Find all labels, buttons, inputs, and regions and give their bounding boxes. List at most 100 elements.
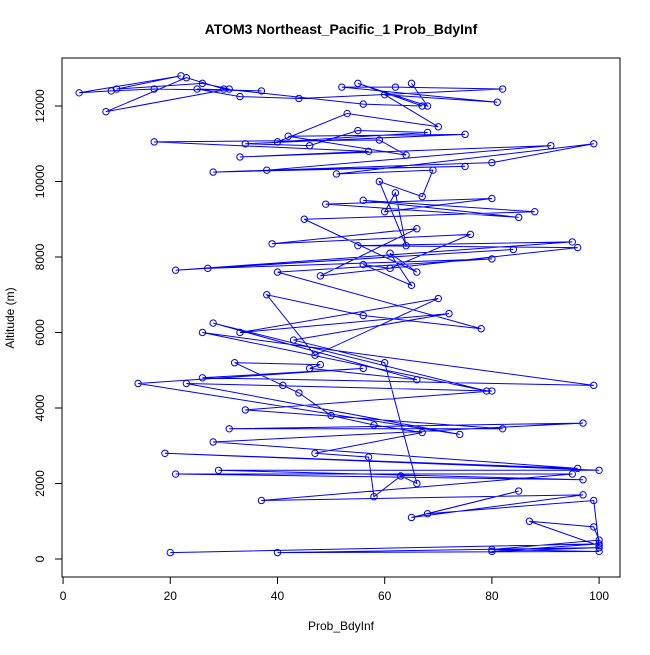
data-point bbox=[375, 136, 384, 144]
data-point bbox=[273, 138, 282, 146]
data-point bbox=[354, 241, 362, 250]
data-point bbox=[488, 158, 496, 167]
data-point bbox=[498, 425, 507, 433]
data-point bbox=[230, 359, 239, 367]
data-point bbox=[236, 153, 244, 161]
data-point bbox=[413, 224, 421, 233]
data-point bbox=[407, 513, 416, 522]
data-point bbox=[445, 309, 453, 318]
data-point bbox=[595, 466, 603, 474]
data-point bbox=[568, 238, 576, 246]
data-point bbox=[418, 102, 426, 110]
x-tick-label: 100 bbox=[589, 589, 609, 603]
x-tick-label: 80 bbox=[485, 589, 499, 603]
data-point bbox=[590, 381, 598, 390]
data-point bbox=[300, 215, 308, 223]
data-point bbox=[236, 328, 244, 337]
data-point bbox=[514, 487, 523, 495]
data-point bbox=[461, 130, 469, 139]
data-point bbox=[498, 85, 507, 93]
data-point bbox=[434, 123, 442, 131]
data-point bbox=[413, 375, 421, 384]
data-point bbox=[150, 85, 158, 93]
x-tick-label: 0 bbox=[60, 589, 67, 603]
data-point bbox=[370, 421, 378, 429]
data-point bbox=[209, 438, 217, 446]
data-point bbox=[171, 470, 180, 478]
data-point bbox=[391, 83, 400, 91]
data-point bbox=[332, 170, 341, 178]
y-tick-label: 2000 bbox=[33, 470, 47, 497]
data-point bbox=[391, 189, 400, 197]
data-line bbox=[79, 75, 600, 554]
data-point bbox=[531, 208, 539, 216]
data-point bbox=[75, 89, 83, 97]
y-tick-label: 8000 bbox=[33, 243, 47, 270]
data-point bbox=[204, 264, 212, 273]
data-point bbox=[311, 449, 319, 457]
data-point bbox=[477, 325, 485, 333]
data-point bbox=[579, 419, 587, 427]
data-point bbox=[418, 428, 426, 437]
data-point bbox=[407, 281, 416, 290]
data-point bbox=[402, 241, 410, 250]
data-point bbox=[359, 311, 367, 320]
data-point bbox=[225, 425, 233, 433]
data-point bbox=[590, 140, 598, 148]
x-tick-label: 20 bbox=[164, 589, 178, 603]
data-point bbox=[579, 491, 587, 499]
data-point bbox=[198, 79, 207, 88]
data-point bbox=[134, 379, 142, 388]
chart-title: ATOM3 Northeast_Pacific_1 Prob_BdyInf bbox=[205, 21, 478, 37]
data-point bbox=[493, 98, 501, 106]
data-point bbox=[354, 79, 362, 88]
data-point bbox=[182, 74, 191, 82]
data-point bbox=[423, 128, 432, 137]
data-point bbox=[295, 389, 303, 397]
data-point bbox=[316, 272, 325, 280]
data-point bbox=[241, 406, 250, 414]
x-tick-label: 40 bbox=[271, 589, 285, 603]
data-point bbox=[209, 168, 217, 176]
y-tick-label: 6000 bbox=[33, 319, 47, 346]
data-point bbox=[413, 268, 421, 276]
data-point bbox=[590, 523, 598, 531]
data-point bbox=[547, 141, 555, 150]
data-point bbox=[488, 194, 496, 203]
data-point bbox=[423, 102, 432, 110]
data-point bbox=[268, 240, 276, 248]
data-point bbox=[402, 151, 410, 159]
data-point bbox=[198, 328, 207, 337]
data-point bbox=[525, 517, 534, 525]
data-point bbox=[327, 411, 335, 420]
data-point bbox=[364, 147, 373, 156]
y-tick-label: 10000 bbox=[33, 165, 47, 199]
y-tick-label: 12000 bbox=[33, 89, 47, 123]
data-point bbox=[198, 374, 207, 382]
data-point bbox=[322, 200, 330, 208]
data-point bbox=[150, 138, 158, 146]
y-tick-label: 0 bbox=[33, 555, 47, 562]
data-point bbox=[386, 249, 394, 257]
data-point bbox=[343, 109, 351, 118]
data-point bbox=[305, 364, 314, 373]
data-point bbox=[263, 166, 271, 174]
data-point bbox=[413, 479, 421, 488]
data-point bbox=[359, 260, 367, 269]
data-point bbox=[397, 472, 405, 480]
data-point bbox=[386, 264, 394, 273]
data-point bbox=[241, 140, 250, 148]
data-point bbox=[112, 85, 121, 93]
data-point bbox=[370, 493, 378, 501]
data-point bbox=[595, 547, 603, 556]
data-point bbox=[375, 177, 384, 186]
data-point bbox=[209, 319, 217, 327]
data-point bbox=[488, 255, 496, 263]
data-point bbox=[359, 100, 367, 108]
x-axis-label: Prob_BdyInf bbox=[308, 619, 375, 633]
data-point bbox=[434, 294, 442, 303]
y-axis-label: Altitude (m) bbox=[3, 287, 17, 348]
data-point bbox=[338, 83, 346, 91]
data-point bbox=[573, 243, 582, 252]
